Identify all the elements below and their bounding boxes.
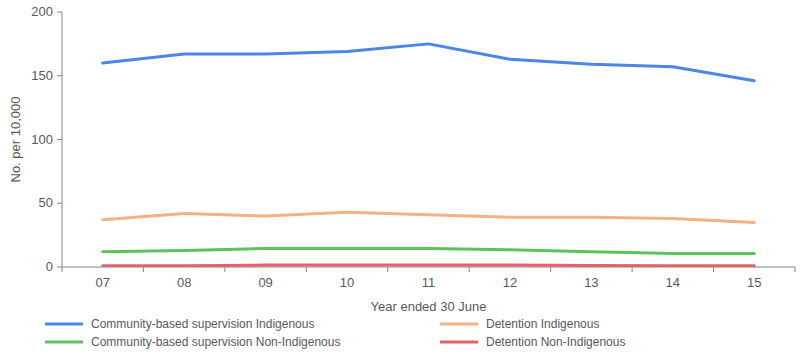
x-axis-title: Year ended 30 June xyxy=(371,299,487,314)
y-tick-label: 50 xyxy=(39,195,53,210)
y-tick xyxy=(57,203,62,204)
x-tick xyxy=(306,267,307,272)
y-tick xyxy=(57,75,62,76)
x-tick xyxy=(632,267,633,272)
x-tick-label: 07 xyxy=(95,275,109,290)
x-tick-label: 13 xyxy=(584,275,598,290)
legend-label: Community-based supervision Indigenous xyxy=(91,317,314,331)
y-tick-label: 200 xyxy=(31,4,53,19)
legend-label: Detention Non-Indigenous xyxy=(486,335,625,349)
x-tick xyxy=(224,267,225,272)
x-tick-label: 11 xyxy=(422,275,436,290)
x-tick xyxy=(387,267,388,272)
series-line xyxy=(103,264,755,267)
series-line xyxy=(103,44,755,81)
x-tick xyxy=(713,267,714,272)
legend-swatch xyxy=(440,341,478,344)
legend-label: Detention Indigenous xyxy=(486,317,599,331)
x-tick-label: 08 xyxy=(177,275,191,290)
x-tick-label: 12 xyxy=(503,275,517,290)
legend-swatch xyxy=(45,323,83,326)
y-axis-title: No. per 10,000 xyxy=(8,96,23,182)
x-tick-label: 10 xyxy=(340,275,354,290)
x-tick xyxy=(62,267,63,272)
y-tick xyxy=(57,267,62,268)
x-tick-label: 15 xyxy=(747,275,761,290)
y-tick-label: 150 xyxy=(31,68,53,83)
y-tick xyxy=(57,12,62,13)
x-tick xyxy=(143,267,144,272)
series-line xyxy=(103,249,755,254)
series-line xyxy=(103,212,755,222)
x-tick xyxy=(469,267,470,272)
legend-swatch xyxy=(45,341,83,344)
y-tick-label: 100 xyxy=(31,132,53,147)
x-tick-label: 09 xyxy=(258,275,272,290)
y-tick-label: 0 xyxy=(46,259,53,274)
chart: 0 50 100 150 200 07 08 09 10 11 12 13 14 15 Year ended… xyxy=(0,0,801,355)
x-tick xyxy=(795,267,796,272)
plot-area xyxy=(103,44,755,266)
y-tick xyxy=(57,139,62,140)
legend-label: Community-based supervision Non-Indigeno… xyxy=(91,335,340,349)
legend-swatch xyxy=(440,323,478,326)
x-tick xyxy=(550,267,551,272)
x-tick-label: 14 xyxy=(666,275,680,290)
